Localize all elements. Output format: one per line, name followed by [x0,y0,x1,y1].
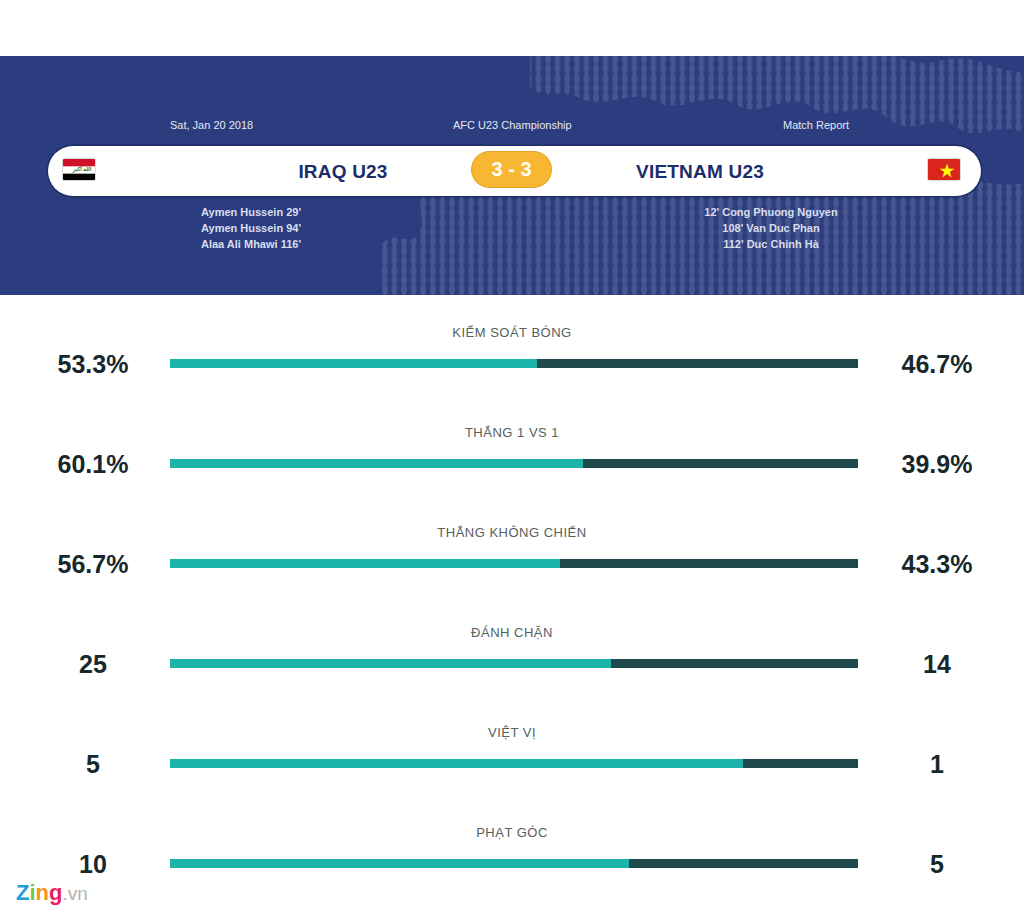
svg-text:الله أكبر: الله أكبر [72,165,92,173]
